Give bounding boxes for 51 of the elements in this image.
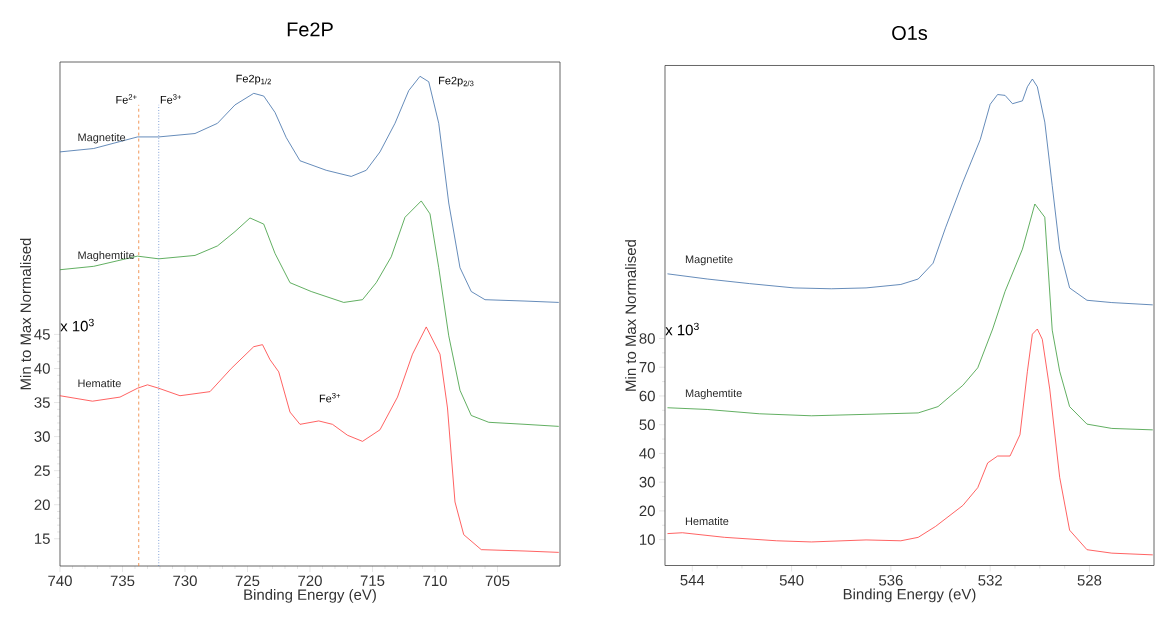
x-tick-label: 725 (235, 575, 260, 587)
ref-line-label: Fe$^{3+}$ (160, 94, 182, 104)
line-series (59, 75, 560, 303)
y-tick-label: 45 (34, 329, 50, 340)
x-tick-label: 715 (360, 575, 385, 586)
x-tick-label: 735 (110, 575, 135, 587)
y-tick-label: 15 (34, 533, 50, 544)
line-series (667, 78, 1154, 306)
y-tick-label: 25 (34, 465, 50, 476)
x-tick-label: 532 (978, 575, 1002, 586)
annotation: Fe2p$_{2/3}$ (439, 76, 474, 87)
y-tick-label: 20 (639, 505, 655, 517)
y-tick-label: 50 (639, 419, 655, 430)
chart-title: O1s (892, 25, 928, 40)
x-tick-label: 740 (48, 575, 72, 587)
x-tick-label: 536 (879, 575, 903, 586)
y-tick-label: 40 (34, 363, 50, 374)
y-tick-label: 20 (34, 499, 50, 510)
x-tick-label: 720 (298, 575, 322, 587)
line-series (667, 203, 1154, 431)
ref-line-label: Fe$^{2+}$ (116, 94, 137, 104)
annotation: x 10$^{3}$ (665, 322, 699, 336)
annotation: Fe$^{3+}$ (319, 392, 341, 403)
series-label: Magnetite (78, 133, 126, 144)
y-tick-label: 10 (640, 534, 655, 545)
y-axis-title: Min to Max Normalised (20, 238, 32, 390)
series-label: Hematite (78, 379, 121, 388)
x-tick-label: 705 (485, 575, 510, 587)
x-axis-title: Binding Energy (eV) (843, 588, 976, 603)
line-series (59, 200, 560, 427)
x-tick-label: 544 (680, 575, 705, 586)
series-label: Hematite (685, 517, 729, 526)
series-label: Maghemtite (685, 389, 742, 400)
y-tick-label: 80 (639, 333, 655, 344)
x-tick-label: 528 (1077, 575, 1102, 586)
x-tick-label: 730 (173, 575, 197, 587)
y-tick-label: 40 (639, 448, 655, 459)
x-tick-label: 540 (779, 575, 804, 586)
y-tick-label: 30 (639, 476, 655, 488)
y-tick-label: 60 (639, 390, 655, 402)
x-tick-label: 710 (423, 575, 447, 587)
series-label: Maghemtite (78, 251, 135, 262)
annotation: Fe2p$_{1/2}$ (236, 74, 271, 85)
chart-title: Fe2P (287, 22, 333, 37)
y-axis-title: Min to Max Normalised (625, 240, 637, 391)
annotation: x 10$^{3}$ (60, 318, 94, 332)
x-axis-title: Binding Energy (eV) (244, 588, 376, 603)
y-tick-label: 35 (34, 397, 50, 408)
y-tick-label: 70 (639, 361, 655, 373)
y-tick-label: 30 (34, 431, 50, 442)
series-label: Magnetite (685, 255, 733, 266)
